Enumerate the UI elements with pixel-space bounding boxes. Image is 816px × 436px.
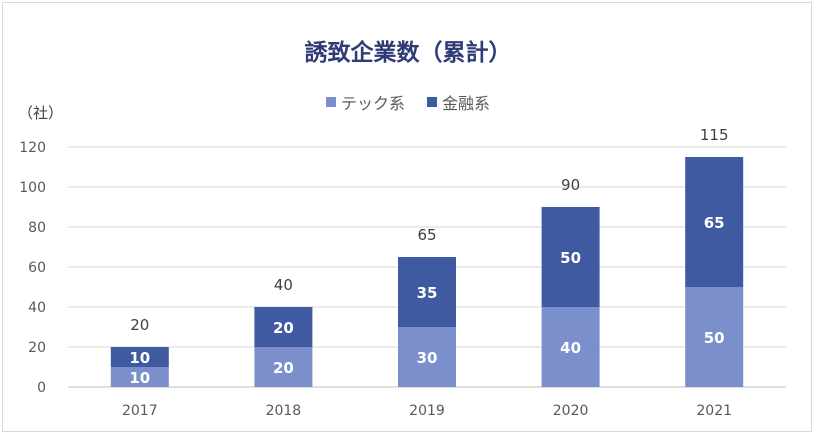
bar-data-label: 20	[273, 359, 294, 377]
x-tick-label: 2018	[266, 403, 302, 419]
chart-title: 誘致企業数（累計）	[304, 40, 512, 66]
bar-finance	[541, 207, 600, 307]
y-tick-label: 80	[28, 220, 46, 236]
legend-label-finance: 金融系	[442, 94, 491, 113]
bar-data-label: 65	[704, 214, 725, 232]
y-axis-unit: （社）	[18, 104, 64, 122]
bar-data-label: 50	[704, 329, 725, 347]
bar-data-label: 35	[417, 284, 438, 302]
y-tick-label: 120	[19, 140, 46, 156]
bar-finance	[110, 347, 169, 367]
legend-item-finance: 金融系	[427, 90, 490, 114]
x-tick-label: 2019	[409, 403, 445, 419]
bar-finance	[685, 157, 744, 287]
total-label: 115	[700, 126, 729, 144]
bar-data-label: 30	[417, 349, 438, 367]
bar-tech	[110, 367, 169, 387]
bar-finance	[254, 307, 313, 347]
bar-data-label: 10	[129, 369, 150, 387]
y-tick-label: 0	[37, 380, 46, 396]
bar-tech	[541, 307, 600, 387]
y-tick-label: 20	[28, 340, 46, 356]
total-label: 65	[417, 226, 436, 244]
bar-data-label: 50	[560, 249, 581, 267]
bar-data-label: 40	[560, 339, 581, 357]
y-tick-label: 40	[28, 300, 46, 316]
y-tick-label: 60	[28, 260, 46, 276]
chart-legend: テック系 金融系	[0, 90, 816, 114]
bar-data-label: 10	[129, 349, 150, 367]
legend-swatch-tech	[325, 97, 336, 107]
bar-tech	[685, 287, 744, 387]
total-label: 20	[130, 316, 149, 334]
x-tick-label: 2020	[553, 403, 589, 419]
total-label: 40	[274, 276, 293, 294]
legend-swatch-finance	[427, 97, 437, 107]
bar-tech	[398, 327, 456, 387]
total-label: 90	[561, 176, 580, 194]
x-tick-label: 2017	[122, 403, 158, 419]
legend-label-tech: テック系	[340, 94, 405, 113]
legend-item-tech: テック系	[325, 90, 405, 114]
x-tick-label: 2021	[696, 403, 732, 419]
bar-finance	[398, 257, 456, 327]
bar-tech	[254, 347, 313, 387]
bar-data-label: 20	[273, 319, 294, 337]
y-tick-label: 100	[19, 180, 46, 196]
